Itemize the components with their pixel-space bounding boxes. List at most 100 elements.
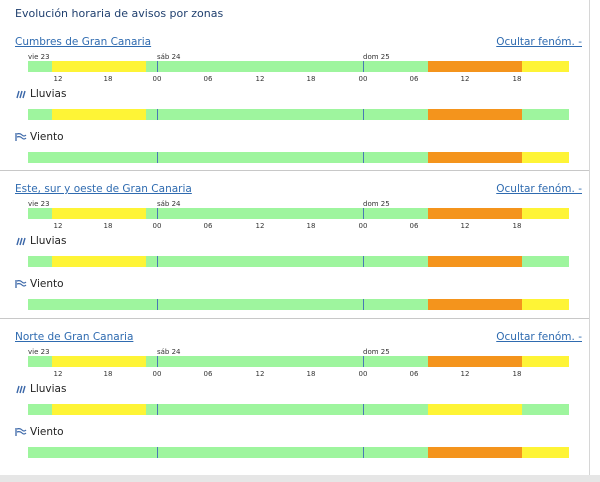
zone-name-link[interactable]: Norte de Gran Canaria xyxy=(15,331,134,343)
warning-segment-green xyxy=(240,61,288,72)
hide-phenomena-link[interactable]: Ocultar fenóm. - xyxy=(496,331,582,343)
warning-segment-orange xyxy=(428,109,476,120)
hour-label: 12 xyxy=(255,75,265,83)
warning-segment-green xyxy=(334,404,382,415)
day-label: dom 25 xyxy=(363,348,390,356)
rain-icon xyxy=(15,89,27,99)
warning-segment-orange xyxy=(475,152,523,163)
hour-label: 12 xyxy=(460,222,470,230)
warning-segment-green xyxy=(381,256,429,267)
hour-label: 00 xyxy=(358,370,368,378)
warning-segment-green xyxy=(334,256,382,267)
warning-bar xyxy=(28,447,569,458)
hour-label: 06 xyxy=(409,370,419,378)
wind-icon xyxy=(15,279,27,289)
warning-segment-green xyxy=(381,356,429,367)
hour-label: 06 xyxy=(409,222,419,230)
day-divider-tick xyxy=(363,61,364,72)
warning-segment-green xyxy=(240,404,288,415)
warning-segment-yellow xyxy=(98,109,147,120)
warning-segment-green xyxy=(98,152,147,163)
bottom-strip xyxy=(0,475,600,482)
warning-segment-green xyxy=(522,256,569,267)
day-divider-tick xyxy=(157,356,158,367)
hour-label: 12 xyxy=(460,370,470,378)
hour-label: 18 xyxy=(306,75,316,83)
hour-label: 00 xyxy=(152,222,162,230)
warning-segment-green xyxy=(192,61,241,72)
day-label: sáb 24 xyxy=(157,348,181,356)
warning-segment-yellow xyxy=(51,256,99,267)
warning-bar xyxy=(28,152,569,163)
day-divider-tick xyxy=(363,299,364,310)
warning-bar xyxy=(28,404,569,415)
page-title: Evolución horaria de avisos por zonas xyxy=(15,7,224,20)
wind-icon xyxy=(15,427,27,437)
warning-segment-orange xyxy=(428,299,476,310)
hide-phenomena-link[interactable]: Ocultar fenóm. - xyxy=(496,36,582,48)
warning-segment-green xyxy=(192,447,241,458)
day-label: sáb 24 xyxy=(157,200,181,208)
warning-segment-green xyxy=(98,299,147,310)
warning-segment-green xyxy=(381,208,429,219)
day-divider-tick xyxy=(157,61,158,72)
warning-segment-green xyxy=(28,109,52,120)
phenomenon-label: Lluvias xyxy=(15,235,66,247)
warning-segment-green xyxy=(28,256,52,267)
warning-bar xyxy=(28,256,569,267)
warning-segment-green xyxy=(240,152,288,163)
warning-segment-green xyxy=(240,447,288,458)
hour-label: 18 xyxy=(512,370,522,378)
warning-segment-green xyxy=(240,109,288,120)
hour-label: 00 xyxy=(358,222,368,230)
hour-label: 12 xyxy=(255,370,265,378)
day-divider-tick xyxy=(157,152,158,163)
warning-segment-green xyxy=(192,208,241,219)
warning-segment-yellow xyxy=(522,356,569,367)
warning-segment-green xyxy=(287,447,335,458)
day-divider-tick xyxy=(157,208,158,219)
warning-segment-green xyxy=(287,299,335,310)
warning-bar xyxy=(28,109,569,120)
warning-segment-green xyxy=(98,447,147,458)
warning-segment-green xyxy=(146,208,193,219)
day-label: vie 23 xyxy=(28,348,50,356)
warning-segment-yellow xyxy=(98,208,147,219)
day-label: vie 23 xyxy=(28,53,50,61)
warning-segment-green xyxy=(381,299,429,310)
hour-label: 18 xyxy=(306,370,316,378)
warning-segment-yellow xyxy=(51,109,99,120)
warning-segment-green xyxy=(192,404,241,415)
hour-label: 00 xyxy=(152,370,162,378)
day-divider-tick xyxy=(363,256,364,267)
hour-label: 18 xyxy=(306,222,316,230)
zone-name-link[interactable]: Este, sur y oeste de Gran Canaria xyxy=(15,183,192,195)
zone-name-link[interactable]: Cumbres de Gran Canaria xyxy=(15,36,152,48)
day-divider-tick xyxy=(363,208,364,219)
warning-segment-green xyxy=(146,152,193,163)
warning-segment-green xyxy=(334,61,382,72)
warning-segment-green xyxy=(51,152,99,163)
hour-label: 00 xyxy=(152,75,162,83)
hour-label: 18 xyxy=(512,222,522,230)
warning-bar xyxy=(28,208,569,219)
warning-segment-green xyxy=(522,404,569,415)
day-label: sáb 24 xyxy=(157,53,181,61)
warning-segment-green xyxy=(334,447,382,458)
hide-phenomena-link[interactable]: Ocultar fenóm. - xyxy=(496,183,582,195)
hour-label: 18 xyxy=(103,370,113,378)
phenomenon-name: Lluvias xyxy=(30,383,67,395)
warning-segment-green xyxy=(192,109,241,120)
warning-segment-green xyxy=(287,152,335,163)
hour-label: 12 xyxy=(460,75,470,83)
warning-segment-orange xyxy=(428,208,476,219)
hour-label: 18 xyxy=(512,75,522,83)
day-divider-tick xyxy=(363,447,364,458)
warning-bar xyxy=(28,61,569,72)
phenomenon-name: Lluvias xyxy=(30,235,67,247)
warning-segment-green xyxy=(146,256,193,267)
warning-segment-yellow xyxy=(98,256,147,267)
day-label: dom 25 xyxy=(363,53,390,61)
warning-segment-green xyxy=(192,152,241,163)
warning-segment-green xyxy=(28,299,52,310)
